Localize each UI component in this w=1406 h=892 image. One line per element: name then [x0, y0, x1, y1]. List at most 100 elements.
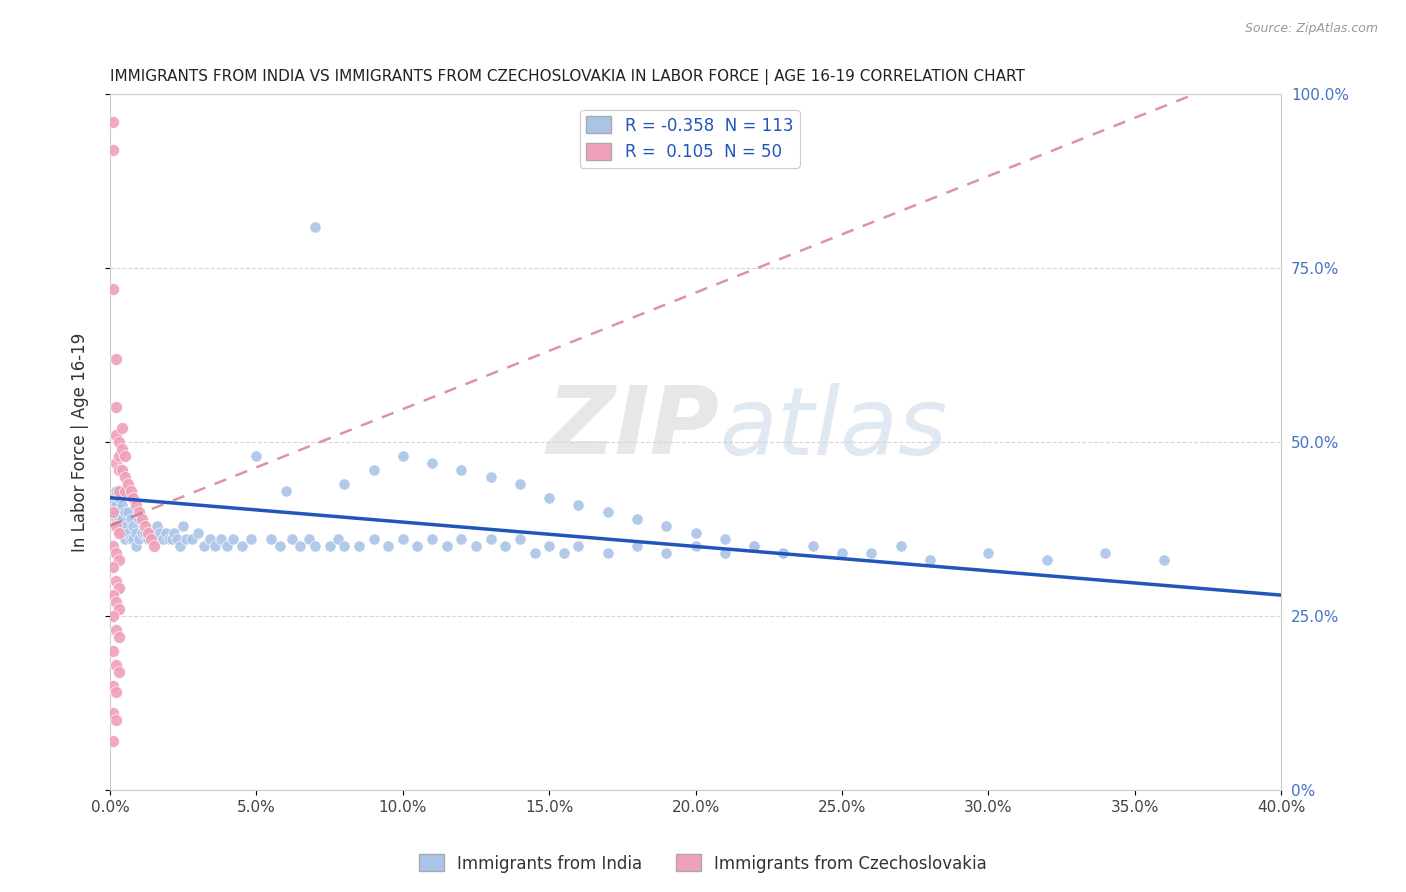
Point	[860, 546, 883, 560]
Point	[104, 518, 127, 533]
Point	[120, 483, 142, 498]
Point	[772, 546, 794, 560]
Point	[122, 533, 145, 547]
Point	[1094, 546, 1116, 560]
Point	[204, 540, 226, 554]
Point	[114, 533, 136, 547]
Point	[108, 630, 131, 644]
Point	[101, 540, 124, 554]
Point	[450, 463, 472, 477]
Point	[479, 470, 502, 484]
Point	[160, 533, 183, 547]
Point	[104, 657, 127, 672]
Point	[136, 533, 159, 547]
Text: IMMIGRANTS FROM INDIA VS IMMIGRANTS FROM CZECHOSLOVAKIA IN LABOR FORCE | AGE 16-: IMMIGRANTS FROM INDIA VS IMMIGRANTS FROM…	[110, 69, 1025, 85]
Point	[245, 449, 267, 463]
Point	[101, 609, 124, 624]
Point	[450, 533, 472, 547]
Point	[479, 533, 502, 547]
Point	[104, 428, 127, 442]
Point	[111, 442, 134, 456]
Point	[596, 546, 619, 560]
Point	[567, 540, 589, 554]
Point	[626, 511, 648, 525]
Point	[465, 540, 488, 554]
Point	[139, 525, 162, 540]
Point	[538, 540, 561, 554]
Point	[1153, 553, 1175, 567]
Point	[108, 463, 131, 477]
Point	[114, 470, 136, 484]
Point	[538, 491, 561, 505]
Point	[104, 498, 127, 512]
Point	[101, 644, 124, 658]
Point	[918, 553, 941, 567]
Point	[685, 540, 707, 554]
Point	[280, 533, 302, 547]
Point	[101, 498, 124, 512]
Point	[131, 525, 153, 540]
Point	[172, 518, 194, 533]
Point	[169, 540, 191, 554]
Point	[714, 533, 737, 547]
Point	[114, 483, 136, 498]
Point	[889, 540, 911, 554]
Point	[198, 533, 221, 547]
Point	[742, 540, 765, 554]
Point	[269, 540, 291, 554]
Point	[128, 533, 150, 547]
Point	[104, 483, 127, 498]
Point	[685, 525, 707, 540]
Point	[104, 511, 127, 525]
Point	[101, 115, 124, 129]
Point	[125, 540, 148, 554]
Point	[101, 491, 124, 505]
Point	[333, 540, 356, 554]
Point	[131, 511, 153, 525]
Point	[104, 623, 127, 637]
Point	[134, 525, 156, 540]
Text: ZIP: ZIP	[546, 382, 718, 475]
Point	[239, 533, 262, 547]
Text: Source: ZipAtlas.com: Source: ZipAtlas.com	[1244, 22, 1378, 36]
Point	[114, 505, 136, 519]
Point	[101, 143, 124, 157]
Point	[742, 540, 765, 554]
Point	[509, 476, 531, 491]
Point	[523, 546, 546, 560]
Point	[143, 540, 166, 554]
Point	[101, 706, 124, 721]
Point	[509, 533, 531, 547]
Point	[494, 540, 516, 554]
Point	[260, 533, 283, 547]
Point	[298, 533, 321, 547]
Point	[163, 525, 186, 540]
Point	[120, 511, 142, 525]
Point	[187, 525, 209, 540]
Point	[108, 449, 131, 463]
Point	[128, 511, 150, 525]
Legend: R = -0.358  N = 113, R =  0.105  N = 50: R = -0.358 N = 113, R = 0.105 N = 50	[579, 110, 800, 168]
Point	[392, 449, 415, 463]
Point	[111, 421, 134, 435]
Point	[101, 282, 124, 296]
Point	[101, 734, 124, 748]
Point	[155, 525, 177, 540]
Point	[146, 518, 169, 533]
Point	[567, 498, 589, 512]
Point	[304, 540, 326, 554]
Point	[193, 540, 215, 554]
Point	[217, 540, 239, 554]
Point	[772, 546, 794, 560]
Point	[114, 518, 136, 533]
Point	[553, 546, 575, 560]
Point	[181, 533, 204, 547]
Point	[101, 560, 124, 574]
Point	[108, 665, 131, 679]
Point	[104, 401, 127, 415]
Point	[363, 533, 385, 547]
Point	[157, 533, 180, 547]
Point	[104, 505, 127, 519]
Point	[108, 483, 131, 498]
Point	[104, 456, 127, 470]
